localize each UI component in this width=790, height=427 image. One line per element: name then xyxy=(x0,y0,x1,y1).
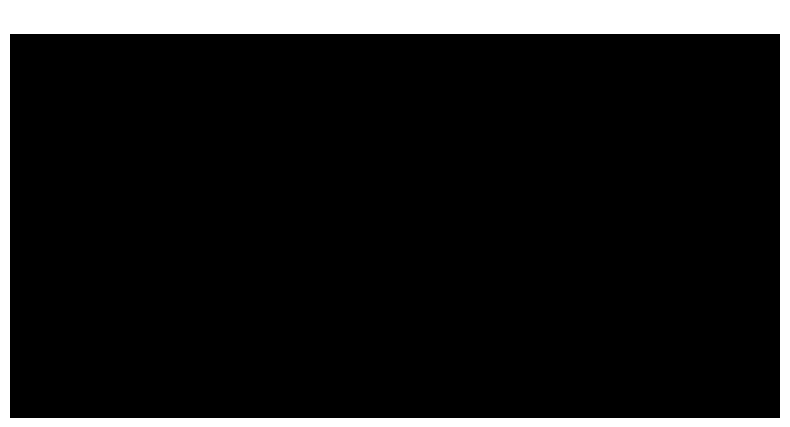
word-cloud-panel xyxy=(10,34,780,418)
word-cloud xyxy=(10,34,780,418)
cloud-background xyxy=(10,34,780,418)
